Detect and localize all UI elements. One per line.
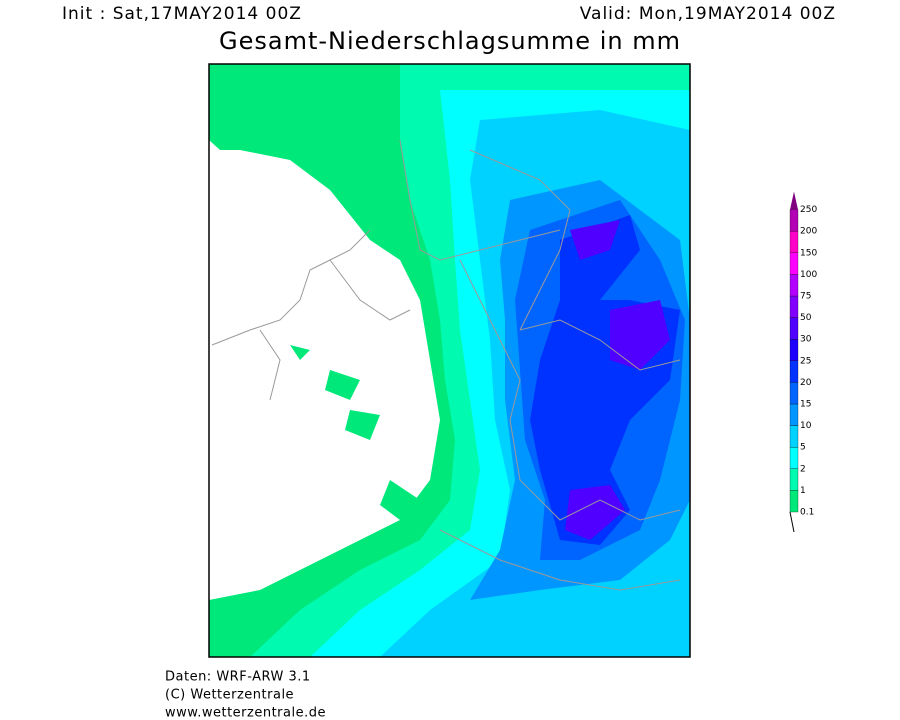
legend-swatch	[790, 191, 798, 210]
legend-swatch	[789, 339, 799, 361]
legend-swatch	[789, 425, 799, 448]
legend-swatch	[789, 231, 799, 253]
country-borders	[211, 139, 681, 591]
legend-label: 50	[800, 313, 812, 323]
legend-label: 200	[800, 227, 817, 237]
legend-swatch	[789, 295, 799, 318]
legend-label: 150	[800, 248, 817, 258]
legend-label: 30	[800, 335, 812, 345]
precip-deep-blue	[530, 215, 680, 545]
legend-swatch	[789, 490, 799, 513]
legend-label: 1	[800, 486, 806, 496]
init-time: Init : Sat,17MAY2014 00Z	[62, 4, 302, 24]
legend-label: 15	[800, 400, 811, 410]
legend-label: 5	[800, 443, 806, 453]
legend-tail	[789, 511, 795, 533]
legend-label: 25	[800, 356, 811, 366]
legend-label: 100	[800, 270, 817, 280]
legend-label: 250	[800, 205, 817, 215]
legend-swatch	[789, 274, 799, 297]
legend-label: 0.1	[800, 508, 814, 518]
precip-patches	[290, 345, 420, 520]
legend-swatch	[789, 252, 799, 275]
legend-swatch	[789, 382, 799, 405]
footer-line: www.wetterzentrale.de	[165, 706, 326, 720]
map-area	[208, 63, 691, 658]
footer-line: Daten: WRF-ARW 3.1	[165, 670, 311, 685]
legend-swatch	[789, 209, 799, 232]
footer-line: (C) Wetterzentrale	[165, 688, 294, 703]
map-title: Gesamt-Niederschlagsumme in mm	[219, 27, 681, 55]
legend-swatch	[789, 317, 799, 340]
legend-label: 75	[800, 292, 811, 302]
legend-swatch	[789, 403, 799, 426]
legend-swatch	[789, 360, 799, 383]
valid-time: Valid: Mon,19MAY2014 00Z	[580, 4, 836, 24]
legend-label: 10	[800, 421, 812, 431]
legend-label: 2	[800, 464, 806, 474]
legend-label: 20	[800, 378, 812, 388]
legend-swatch	[789, 447, 799, 469]
legend-swatch	[789, 468, 799, 491]
precip-violet	[565, 220, 670, 540]
map-frame	[208, 63, 691, 658]
